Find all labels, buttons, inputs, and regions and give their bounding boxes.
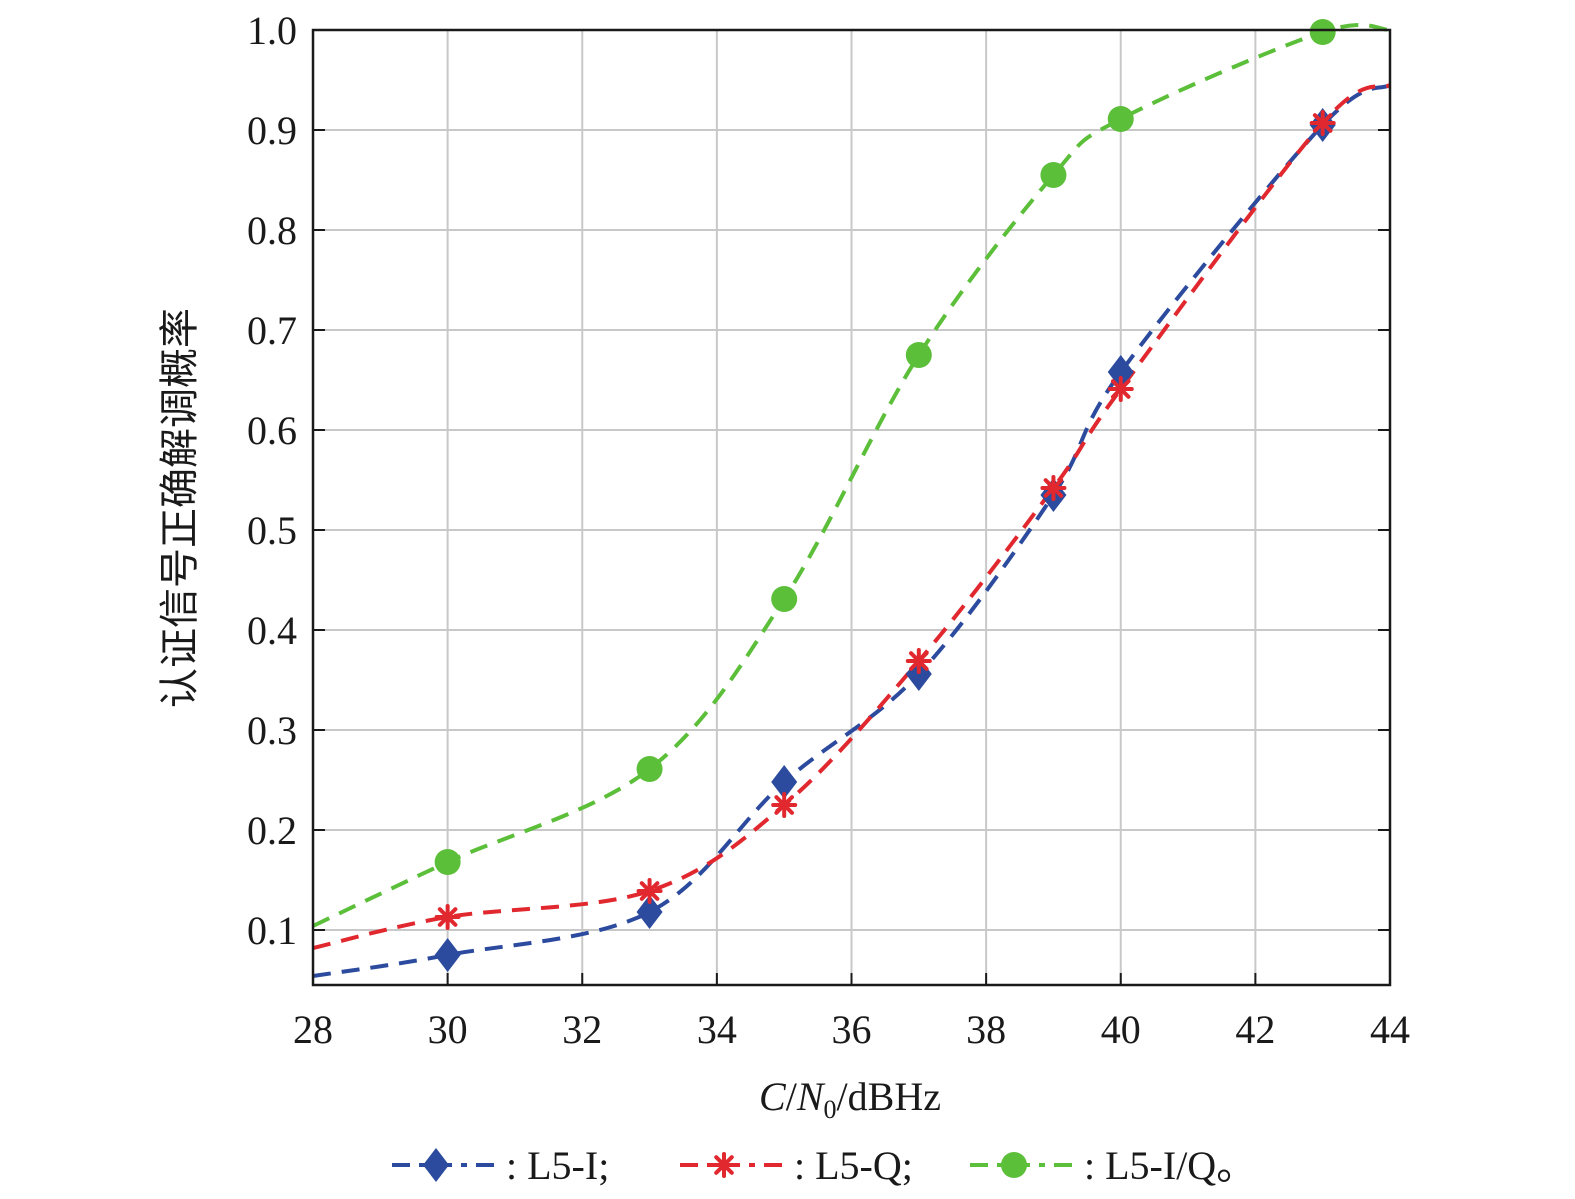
x-tick-label: 40 [1101, 1007, 1141, 1052]
legend-label-1: : L5-I; [506, 1143, 609, 1188]
data-point-series-2 [1309, 110, 1336, 136]
data-point-series-2 [905, 648, 932, 674]
data-point-series-3 [1040, 162, 1067, 188]
data-point-series-1 [636, 895, 663, 929]
legend-marker-2 [711, 1152, 737, 1178]
legend-label-3: : L5-I/Q。 [1084, 1143, 1256, 1188]
data-point-series-3 [434, 849, 461, 875]
y-tick-label: 0.4 [247, 608, 297, 653]
asterisk-stroke [1043, 478, 1064, 498]
x-tick-label: 30 [428, 1007, 468, 1052]
legend: : L5-I; : L5-Q; : L5-I/Q。 [392, 1143, 1256, 1188]
data-point-series-2 [636, 878, 663, 904]
x-axis-title-slash: / [786, 1074, 798, 1119]
data-point-series-2 [1107, 376, 1134, 402]
x-tick-label: 34 [697, 1007, 737, 1052]
y-tick-label: 0.5 [247, 508, 297, 553]
data-point-series-2 [771, 792, 798, 818]
y-tick-label: 0.9 [247, 108, 297, 153]
data-point-series-3 [771, 586, 798, 612]
data-point-series-3 [1107, 106, 1134, 132]
x-axis-title-c: C [759, 1074, 787, 1119]
data-point-series-1 [434, 938, 461, 972]
grid [312, 29, 1391, 985]
data-point-series-3 [1309, 19, 1336, 45]
data-point-series-1 [771, 765, 798, 799]
x-tick-label: 36 [832, 1007, 872, 1052]
x-tick-label: 44 [1370, 1007, 1410, 1052]
series-line-3 [312, 22, 1391, 928]
y-tick-label: 1.0 [247, 8, 297, 53]
x-tick-label: 38 [966, 1007, 1006, 1052]
y-tick-label: 0.3 [247, 708, 297, 753]
data-point-series-3 [636, 756, 663, 782]
y-tick-label: 0.2 [247, 808, 297, 853]
x-axis-title: C/N0/dBHz [759, 1074, 941, 1124]
x-axis-title-subscript: 0 [824, 1095, 837, 1124]
asterisk-stroke [1110, 379, 1131, 399]
data-point-series-2 [1040, 475, 1067, 501]
asterisk-stroke [714, 1155, 734, 1175]
y-tick-label: 0.8 [247, 208, 297, 253]
series-markers [434, 19, 1336, 972]
data-point-series-3 [905, 342, 932, 368]
x-tick-label: 42 [1235, 1007, 1275, 1052]
x-axis-title-n: N [796, 1074, 826, 1119]
asterisk-stroke [1312, 113, 1333, 133]
tick-labels: 28 30 32 34 36 38 40 42 44 0.1 0.2 0.3 0.4 0.5 0.6 0.7 0… [247, 8, 1410, 1052]
y-tick-label: 0.7 [247, 308, 297, 353]
asterisk-stroke [437, 907, 458, 927]
asterisk-stroke [909, 651, 929, 671]
asterisk-stroke [774, 795, 794, 815]
y-tick-label: 0.6 [247, 408, 297, 453]
x-tick-label: 32 [562, 1007, 602, 1052]
x-tick-label: 28 [293, 1007, 333, 1052]
legend-label-2: : L5-Q; [794, 1143, 913, 1188]
legend-marker-1 [423, 1148, 449, 1182]
data-point-series-2 [434, 904, 461, 930]
y-tick-label: 0.1 [247, 908, 297, 953]
asterisk-stroke [639, 881, 660, 901]
y-axis-title: 认证信号正确解调概率 [157, 308, 202, 708]
x-axis-title-unit: /dBHz [837, 1074, 941, 1119]
legend-marker-3 [1001, 1152, 1027, 1178]
